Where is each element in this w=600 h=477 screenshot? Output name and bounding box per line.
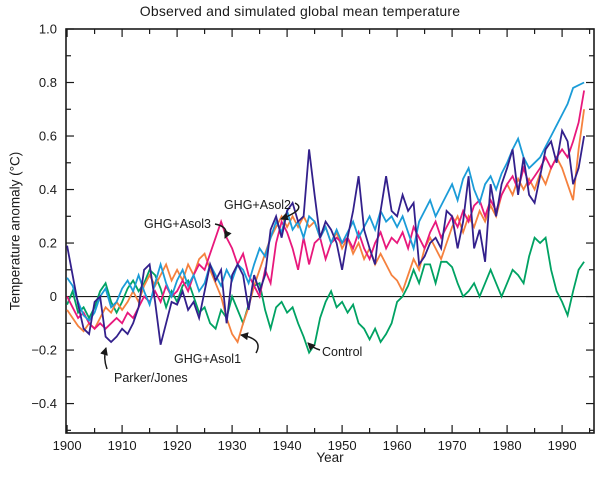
series-line-parker-jones — [66, 127, 585, 345]
x-tick-label: 1940 — [273, 438, 302, 453]
x-tick-label: 1930 — [218, 438, 247, 453]
x-tick-label: 1970 — [438, 438, 467, 453]
y-tick-label: −0.2 — [31, 343, 57, 358]
x-tick-label: 1950 — [328, 438, 357, 453]
y-tick-label: 0 — [50, 289, 57, 304]
annotation-label-ghg-asol3: GHG+Asol3 — [144, 217, 211, 231]
x-tick-label: 1980 — [493, 438, 522, 453]
annotation-label-control: Control — [322, 345, 362, 359]
y-tick-label: 0.2 — [39, 236, 57, 251]
series-line-control — [66, 235, 585, 355]
plot-frame — [65, 28, 595, 434]
annotation-arrow-parker-jones — [100, 347, 108, 370]
x-tick-label: 1920 — [163, 438, 192, 453]
y-tick-label: 0.8 — [39, 75, 57, 90]
annotation-arrow-control — [307, 342, 321, 351]
annotation-arrow-ghg-asol2 — [280, 202, 300, 221]
y-tick-label: 0.4 — [39, 182, 57, 197]
annotation-arrow-ghg-asol3 — [214, 223, 232, 239]
x-axis-label: Year — [316, 450, 344, 465]
y-tick-label: −0.4 — [31, 396, 57, 411]
chart-title: Observed and simulated global mean tempe… — [139, 3, 461, 19]
annotation-arrow-ghg-asol1 — [240, 332, 259, 354]
x-tick-label: 1900 — [53, 438, 82, 453]
annotation-label-ghg-asol1: GHG+Asol1 — [174, 352, 241, 366]
x-tick-label: 1960 — [383, 438, 412, 453]
x-tick-label: 1990 — [548, 438, 577, 453]
y-tick-label: 0.6 — [39, 129, 57, 144]
y-tick-label: 1.0 — [39, 22, 57, 37]
annotation-label-ghg-asol2: GHG+Asol2 — [224, 198, 291, 212]
annotation-label-parker-jones: Parker/Jones — [114, 371, 188, 385]
x-tick-label: 1910 — [108, 438, 137, 453]
